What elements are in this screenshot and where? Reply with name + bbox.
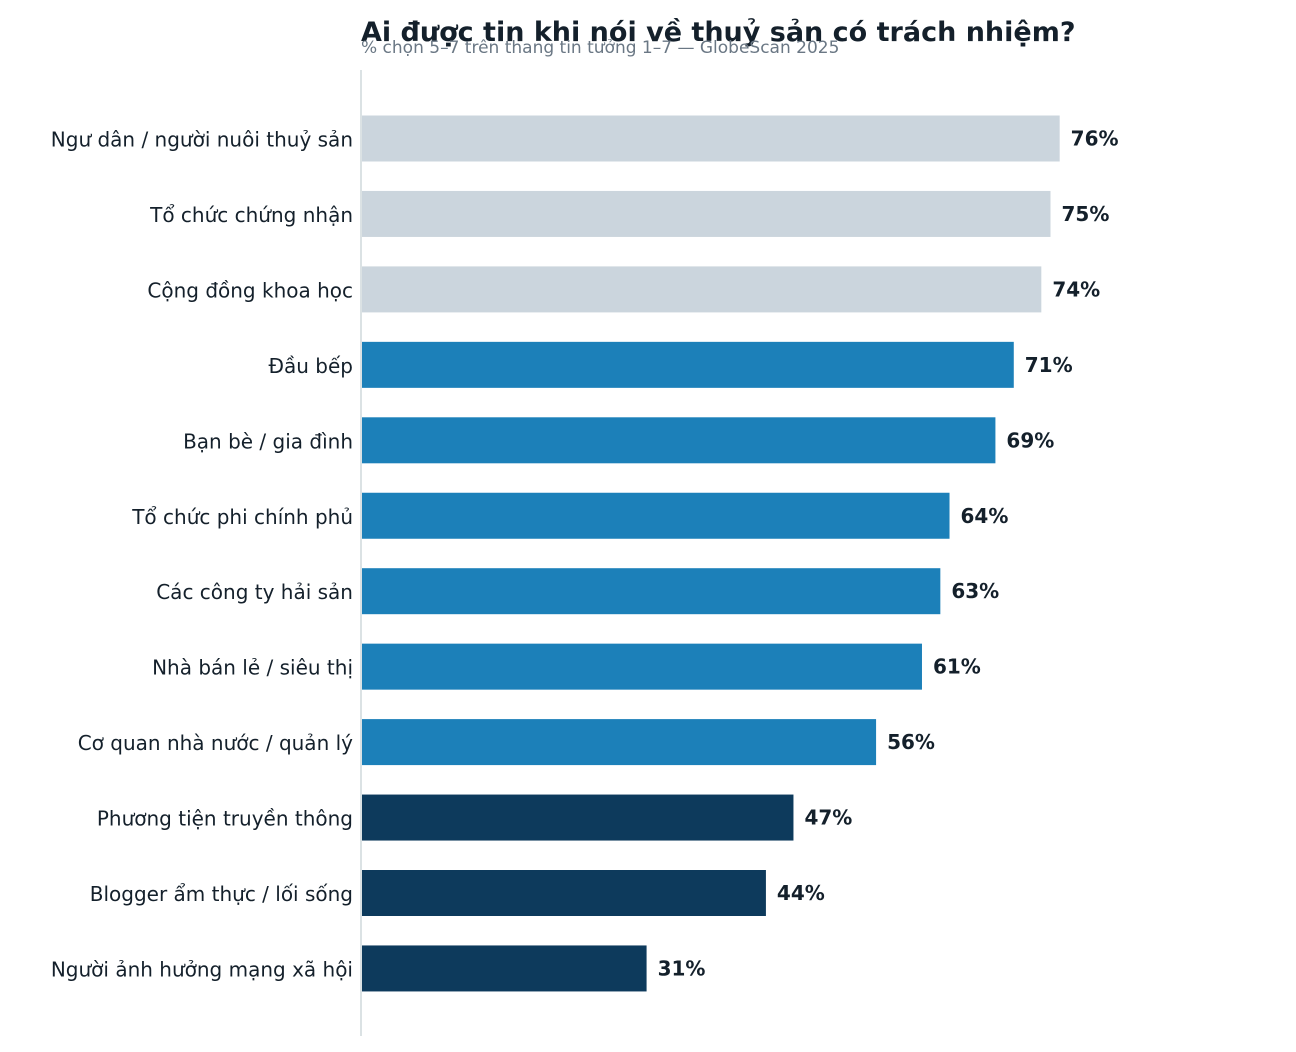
bar: [362, 492, 950, 539]
value-label: 71%: [1025, 353, 1073, 377]
category-label: Người ảnh hưởng mạng xã hội: [51, 957, 353, 981]
chart-title: Ai được tin khi nói về thuỷ sản có trách…: [361, 17, 1076, 48]
category-label: Nhà bán lẻ / siêu thị: [152, 656, 353, 680]
bar: [362, 568, 941, 615]
value-label: 64%: [961, 504, 1009, 528]
value-label: 75%: [1062, 202, 1110, 226]
bar: [362, 115, 1060, 162]
value-label: 47%: [804, 806, 852, 830]
category-label: Blogger ẩm thực / lối sống: [90, 882, 353, 906]
category-label: Ngư dân / người nuôi thuỷ sản: [51, 128, 353, 152]
bar: [362, 417, 996, 464]
bar: [362, 719, 877, 766]
value-label: 74%: [1052, 277, 1100, 301]
value-label: 69%: [1006, 428, 1054, 452]
category-label: Cơ quan nhà nước / quản lý: [78, 731, 353, 755]
chart-subtitle: % chọn 5–7 trên thang tin tưởng 1–7 — Gl…: [361, 38, 839, 58]
value-label: 44%: [777, 881, 825, 905]
category-label: Cộng đồng khoa học: [147, 278, 353, 302]
bar: [362, 870, 766, 916]
category-label: Đầu bếp: [269, 354, 353, 378]
value-label: 31%: [658, 956, 706, 980]
bar: [362, 190, 1051, 237]
category-label: Tổ chức phi chính phủ: [131, 505, 353, 529]
category-label: Phương tiện truyền thông: [97, 807, 353, 831]
bar: [362, 643, 922, 690]
category-label: Các công ty hải sản: [156, 580, 353, 604]
bar: [362, 341, 1014, 388]
value-label: 61%: [933, 655, 981, 679]
bar: [362, 266, 1042, 313]
value-label: 56%: [887, 730, 935, 754]
category-label: Bạn bè / gia đình: [183, 429, 353, 453]
bars-group: Ngư dân / người nuôi thuỷ sản 76% Tổ chức …: [51, 115, 1119, 992]
value-label: 76%: [1071, 127, 1119, 151]
category-label: Tổ chức chứng nhận: [149, 203, 353, 227]
bar: [362, 945, 647, 992]
value-label: 63%: [951, 579, 999, 603]
bar: [362, 794, 794, 841]
